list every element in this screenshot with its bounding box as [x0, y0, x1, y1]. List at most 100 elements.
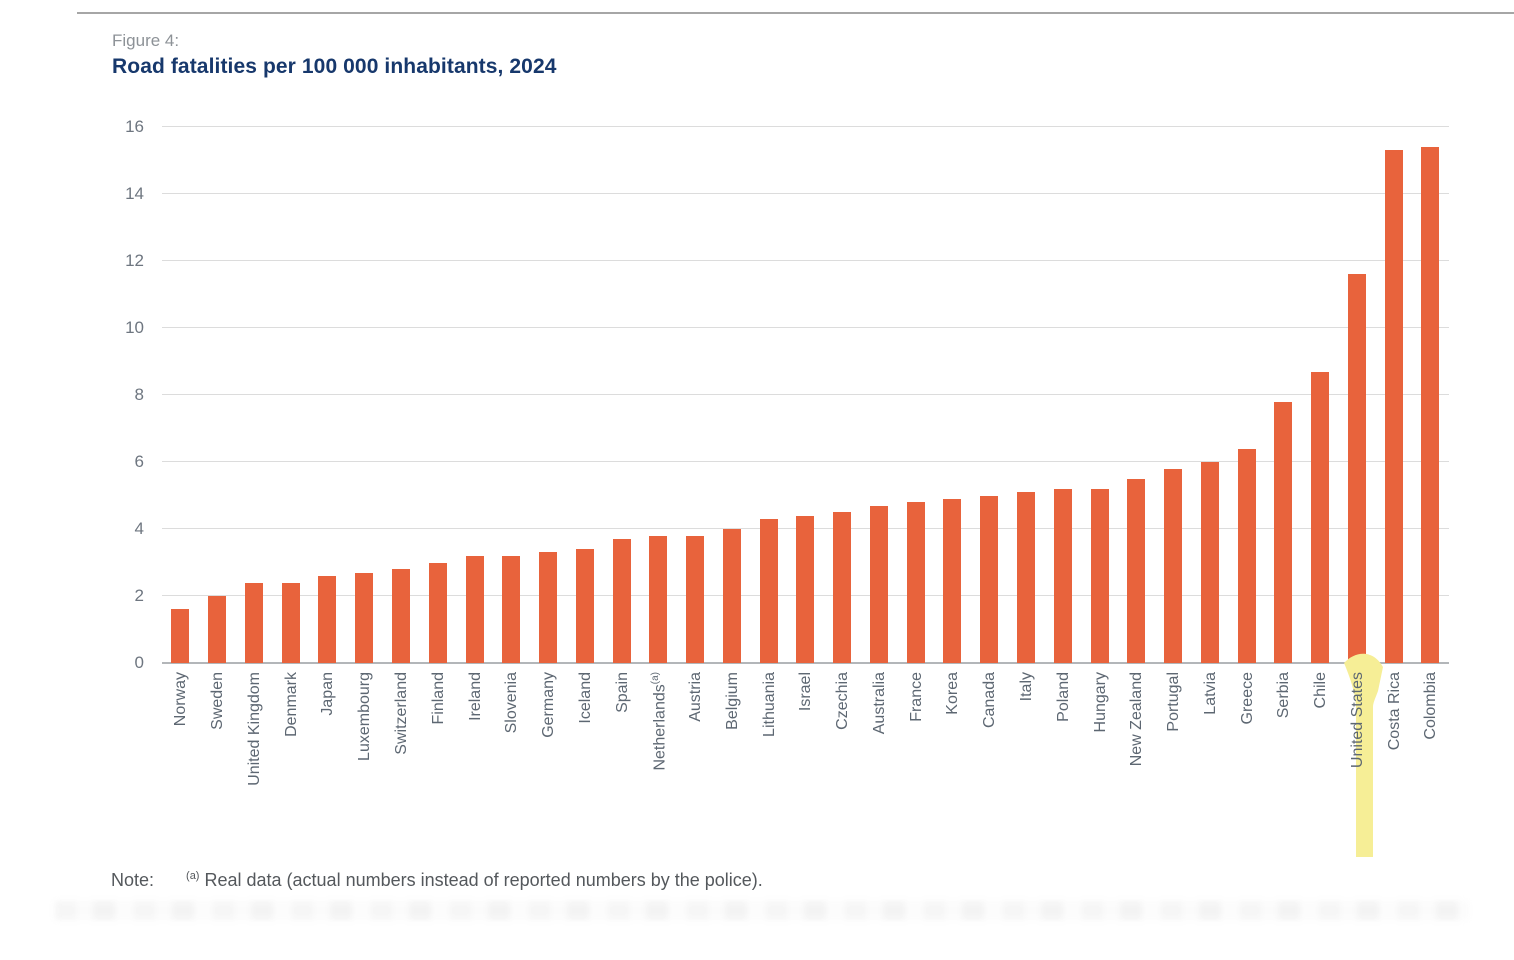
- x-label-slot: Korea: [934, 663, 971, 858]
- chart-column-slovenia: Slovenia: [493, 127, 530, 858]
- highlighter-mark: [1343, 653, 1383, 857]
- x-axis-label-colombia: Colombia: [1422, 672, 1440, 740]
- bar-slot: [1191, 127, 1228, 663]
- x-axis-label-text: United States: [1348, 672, 1366, 769]
- note-prefix: Note:: [111, 870, 155, 890]
- bar-hungary: [1090, 488, 1109, 663]
- x-label-slot: Israel: [787, 663, 824, 858]
- x-label-slot: Czechia: [824, 663, 861, 858]
- chart-column-lithuania: Lithuania: [750, 127, 787, 858]
- bar-slot: [1339, 127, 1376, 663]
- bar-slot: [1228, 127, 1265, 663]
- bar-slot: [199, 127, 236, 663]
- chart-column-korea: Korea: [934, 127, 971, 858]
- bar-spain: [612, 539, 631, 663]
- x-axis-label-text: Chile: [1312, 672, 1330, 709]
- bar-canada: [980, 495, 999, 663]
- chart-column-australia: Australia: [861, 127, 898, 858]
- bar-slot: [787, 127, 824, 663]
- x-axis-label-text: Luxembourg: [356, 672, 374, 761]
- chart-column-japan: Japan: [309, 127, 346, 858]
- bar-sweden: [208, 596, 227, 663]
- chart-column-colombia: Colombia: [1412, 127, 1449, 858]
- bar-serbia: [1274, 401, 1293, 663]
- bar-slot: [456, 127, 493, 663]
- x-label-slot: Chile: [1302, 663, 1339, 858]
- bar-poland: [1053, 488, 1072, 663]
- bar-finland: [428, 562, 447, 663]
- bar-columns: Norway Sweden United Kingdom Denmark Japan Lu…: [162, 127, 1449, 858]
- bar-slot: [677, 127, 714, 663]
- chart-column-switzerland: Switzerland: [383, 127, 420, 858]
- bar-slot: [1155, 127, 1192, 663]
- x-axis-label-text: Korea: [944, 672, 962, 715]
- x-label-slot: Luxembourg: [346, 663, 383, 858]
- y-tick-label-8: 8: [134, 385, 144, 404]
- chart-column-canada: Canada: [971, 127, 1008, 858]
- bar-denmark: [281, 582, 300, 663]
- x-axis-label-belgium: Belgium: [724, 672, 742, 730]
- x-axis-label-latvia: Latvia: [1202, 672, 1220, 715]
- y-tick-label-10: 10: [125, 318, 144, 337]
- bar-korea: [943, 498, 962, 663]
- bar-slot: [1081, 127, 1118, 663]
- chart-column-luxembourg: Luxembourg: [346, 127, 383, 858]
- x-axis-label-costa-rica: Costa Rica: [1386, 672, 1404, 750]
- x-label-slot: Hungary: [1081, 663, 1118, 858]
- bar-slot: [1044, 127, 1081, 663]
- chart-column-israel: Israel: [787, 127, 824, 858]
- x-axis-label-iceland: Iceland: [577, 672, 595, 724]
- y-tick-label-2: 2: [134, 586, 144, 605]
- bar-slot: [971, 127, 1008, 663]
- x-axis-label-lithuania: Lithuania: [761, 672, 779, 737]
- x-axis-label-spain: Spain: [614, 672, 632, 713]
- x-axis-label-czechia: Czechia: [834, 672, 852, 730]
- chart-column-united-states: United States: [1339, 127, 1383, 858]
- chart-column-france: France: [897, 127, 934, 858]
- bar-slot: [603, 127, 640, 663]
- x-label-slot: United States: [1339, 653, 1383, 858]
- bar-slot: [861, 127, 898, 663]
- gridline-y-12: [162, 260, 1449, 261]
- gridline-y-0: [162, 662, 1449, 664]
- x-axis-label-text: Finland: [429, 672, 447, 725]
- gridline-y-10: [162, 327, 1449, 328]
- bar-chart: 0 2 4 6 8 10 12 14 16 Norway Sweden United Kingdom D…: [125, 118, 1449, 857]
- bar-slot: [1412, 127, 1449, 663]
- chart-column-finland: Finland: [419, 127, 456, 858]
- x-axis-label-text: Netherlands: [651, 684, 669, 771]
- chart-column-poland: Poland: [1044, 127, 1081, 858]
- bar-australia: [869, 505, 888, 663]
- bar-france: [906, 502, 925, 663]
- x-label-slot: New Zealand: [1118, 663, 1155, 858]
- x-axis-label-united-kingdom: United Kingdom: [246, 672, 264, 786]
- gridline-y-8: [162, 394, 1449, 395]
- bar-slot: [1302, 127, 1339, 663]
- note-superscript-marker: (a): [186, 870, 200, 882]
- x-axis-label-denmark: Denmark: [283, 672, 301, 737]
- chart-title: Road fatalities per 100 000 inhabitants,…: [112, 55, 557, 78]
- bar-slot: [383, 127, 420, 663]
- x-axis-label-australia: Australia: [871, 672, 889, 734]
- bar-slot: [162, 127, 199, 663]
- x-axis-label-hungary: Hungary: [1092, 672, 1110, 732]
- bar-ireland: [465, 555, 484, 663]
- x-axis-label-text: Poland: [1054, 672, 1072, 722]
- x-axis-label-new-zealand: New Zealand: [1128, 672, 1146, 766]
- bar-italy: [1016, 492, 1035, 663]
- bar-united-states: [1347, 274, 1366, 663]
- x-axis-label-text: Canada: [981, 672, 999, 729]
- x-label-slot: Belgium: [713, 663, 750, 858]
- x-label-slot: Portugal: [1155, 663, 1192, 858]
- bar-slot: [530, 127, 567, 663]
- bar-slot: [1008, 127, 1045, 663]
- bar-portugal: [1164, 468, 1183, 663]
- x-axis-label-text: Colombia: [1422, 672, 1440, 740]
- y-tick-label-4: 4: [134, 519, 144, 538]
- x-axis-label-japan: Japan: [319, 672, 337, 716]
- chart-column-sweden: Sweden: [199, 127, 236, 858]
- faded-next-section-preview: [55, 901, 1469, 920]
- bar-slot: [346, 127, 383, 663]
- bar-latvia: [1200, 462, 1219, 663]
- chart-column-netherlands: Netherlands(a): [640, 127, 677, 858]
